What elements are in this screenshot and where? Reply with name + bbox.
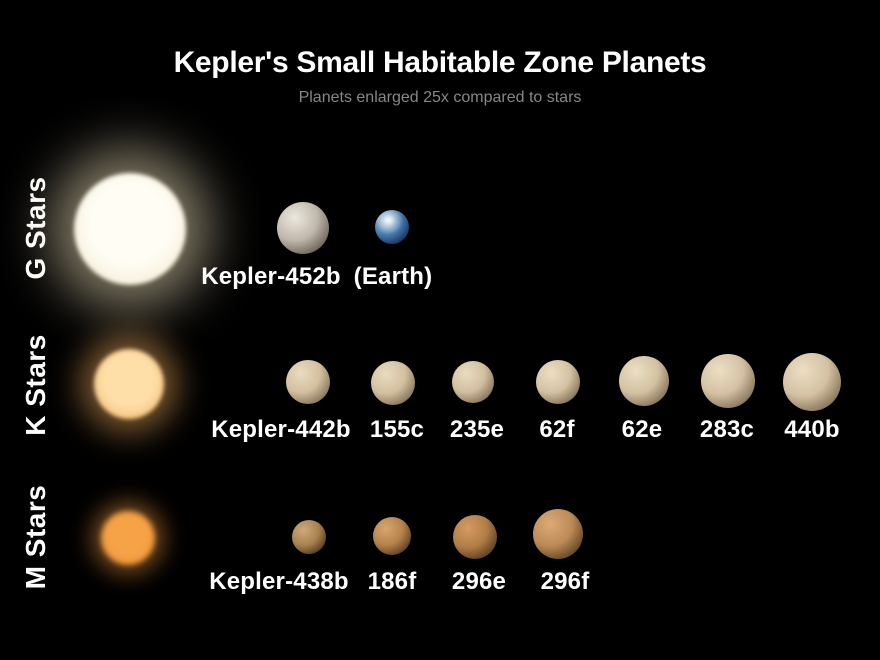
planet-kepler-186f [373, 517, 411, 555]
row-label-g-stars: G Stars [20, 176, 51, 280]
planet-label-kepler-442b: Kepler-442b [211, 416, 351, 443]
planet-label-kepler-296e: 296e [451, 568, 507, 595]
planet-kepler-442b [286, 360, 330, 404]
planet-label-kepler-62f: 62f [539, 416, 575, 443]
m-type-star [101, 511, 155, 565]
planet-label-kepler-235e: 235e [449, 416, 505, 443]
planet-earth [375, 210, 409, 244]
planet-kepler-235e [452, 361, 494, 403]
planet-kepler-62e [619, 356, 669, 406]
row-label-k-stars: K Stars [20, 334, 51, 436]
planet-kepler-62f [536, 360, 580, 404]
planet-kepler-296e [453, 515, 497, 559]
planet-kepler-438b [292, 520, 326, 554]
planet-label-kepler-62e: 62e [621, 416, 663, 443]
infographic-title: Kepler's Small Habitable Zone Planets [173, 46, 707, 79]
planet-label-kepler-452b: Kepler-452b [201, 263, 341, 290]
row-label-m-stars: M Stars [20, 484, 51, 590]
planet-label-kepler-186f: 186f [367, 568, 417, 595]
planet-label-kepler-283c: 283c [699, 416, 755, 443]
g-type-star [74, 173, 186, 285]
planet-label-kepler-440b: 440b [784, 416, 840, 443]
planet-kepler-452b [277, 202, 329, 254]
planet-kepler-155c [371, 361, 415, 405]
k-type-star [94, 349, 164, 419]
infographic-subtitle: Planets enlarged 25x compared to stars [298, 89, 582, 106]
planet-label-earth: (Earth) [353, 263, 433, 290]
planet-kepler-283c [701, 354, 755, 408]
planet-label-kepler-155c: 155c [369, 416, 425, 443]
planet-label-kepler-296f: 296f [540, 568, 590, 595]
planet-label-kepler-438b: Kepler-438b [209, 568, 349, 595]
planet-kepler-440b [783, 353, 841, 411]
planet-kepler-296f [533, 509, 583, 559]
